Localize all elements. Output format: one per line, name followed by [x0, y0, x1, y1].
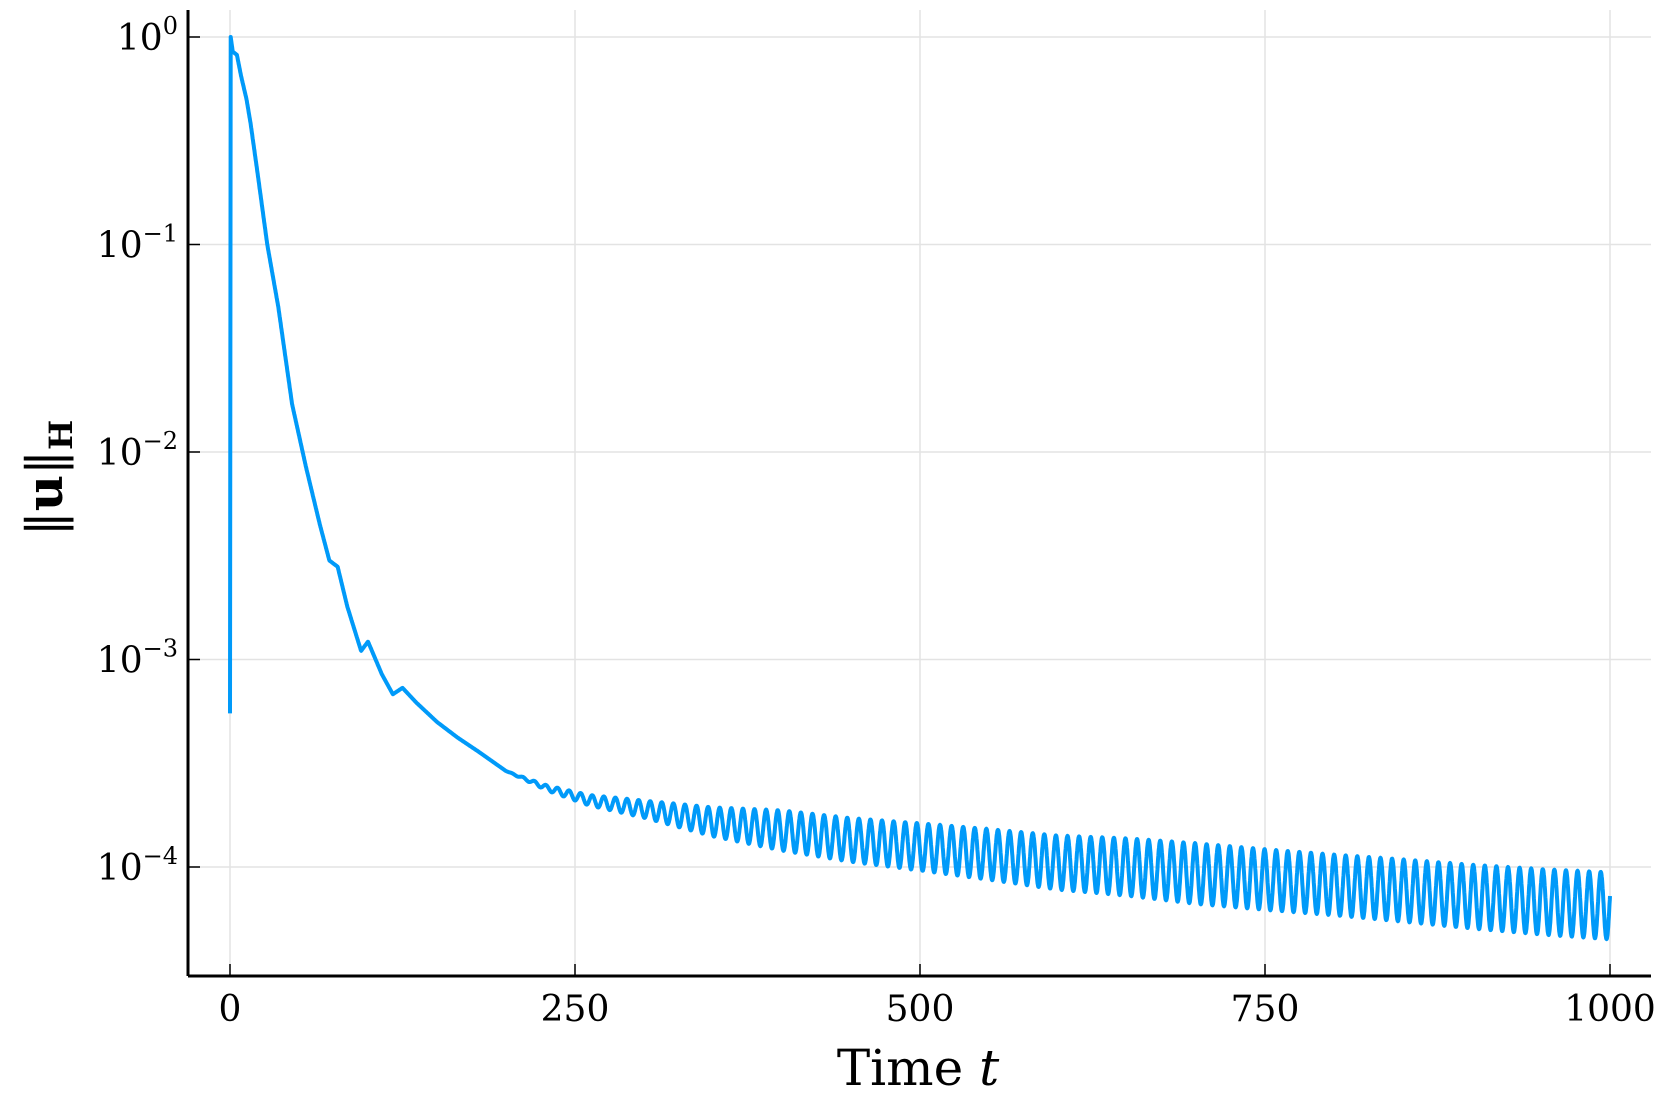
y-tick-label: 10−2 — [97, 427, 178, 474]
x-axis-label: Time t — [837, 1039, 1000, 1097]
x-tick-label: 750 — [1231, 989, 1300, 1030]
y-tick-label: 10−1 — [97, 220, 178, 267]
x-tick-label: 0 — [219, 989, 242, 1030]
y-tick-label: 10−3 — [97, 635, 178, 682]
series-layer — [228, 35, 1612, 942]
x-tick-label: 1000 — [1564, 989, 1656, 1030]
y-tick-label: 100 — [117, 12, 178, 59]
series-line — [228, 35, 1612, 942]
axes — [186, 10, 1651, 978]
y-tick-label: 10−4 — [97, 842, 178, 889]
grid — [188, 10, 1651, 976]
x-tick-label: 250 — [541, 989, 610, 1030]
tick-labels: 0 250 500 750 1000 100 10−1 10−2 10−3 10−4 — [97, 12, 1656, 1030]
y-axis-label: ‖u‖H — [15, 420, 80, 537]
x-tick-label: 500 — [886, 989, 955, 1030]
